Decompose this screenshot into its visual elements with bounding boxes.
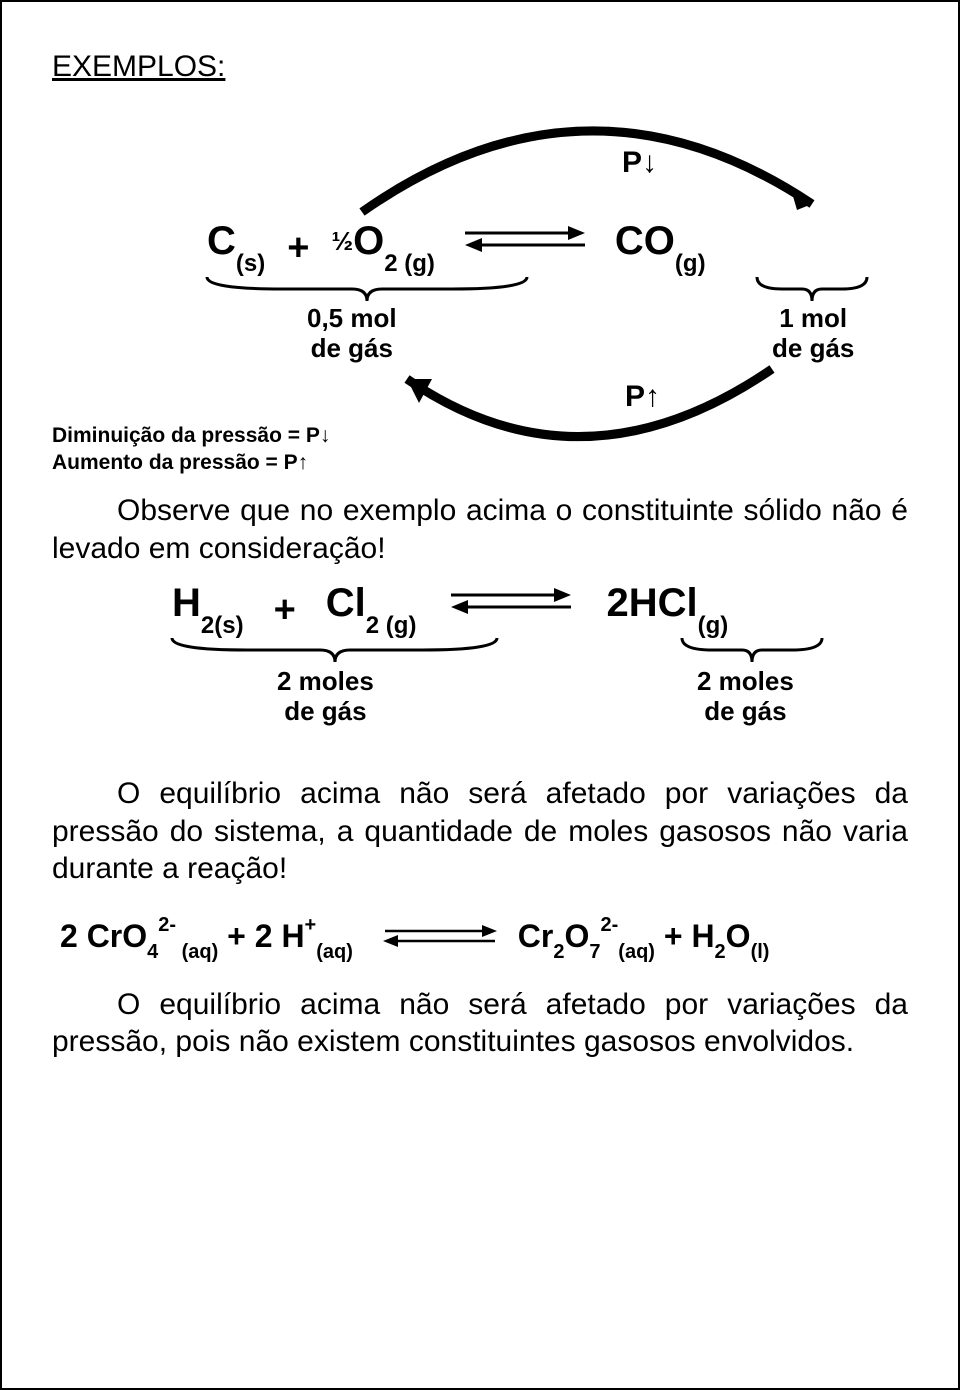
term-C: C(s) — [207, 219, 265, 270]
caption-left-moles: 0,5 molde gás — [307, 304, 397, 364]
equation-1: C(s) + ½O2 (g) CO(g) — [207, 219, 706, 270]
caption-right-moles: 1 molde gás — [772, 304, 854, 364]
label-p-up: P↑ — [625, 380, 660, 414]
diagram-hcl-equilibrium: H2(s) + Cl2 (g) 2HCl(g) 2 molesde gás — [52, 577, 908, 757]
brace-left2-icon — [167, 635, 502, 665]
plus-icon: + — [265, 227, 331, 270]
term-CO: CO(g) — [615, 219, 706, 270]
paragraph-2: O equilíbrio acima não será afetado por … — [52, 775, 908, 888]
term-Cl2: Cl2 (g) — [326, 581, 417, 632]
term-H2: H2(s) — [172, 581, 244, 632]
caption-left2-moles: 2 molesde gás — [277, 667, 374, 727]
plus-icon: + — [244, 589, 326, 632]
page: EXEMPLOS: P↓ C(s) + ½O2 (g) CO(g) — [0, 0, 960, 1390]
term-2HCl: 2HCl(g) — [606, 581, 728, 632]
equation-3: 2 CrO42- (aq) + 2 H+(aq) Cr2O72-(aq) + H… — [52, 918, 908, 960]
top-curve-arrow — [342, 104, 832, 224]
paragraph-1: Observe que no exemplo acima o constitui… — [52, 492, 908, 567]
equation-2: H2(s) + Cl2 (g) 2HCl(g) — [172, 581, 728, 632]
paragraph-3: O equilíbrio acima não será afetado por … — [52, 986, 908, 1061]
caption-right2-moles: 2 molesde gás — [697, 667, 794, 727]
brace-right2-icon — [677, 635, 827, 665]
equilibrium-arrow-icon — [380, 920, 500, 957]
brace-left-icon — [202, 274, 532, 304]
diagram-pressure-equilibrium: P↓ C(s) + ½O2 (g) CO(g) 0,5 molde gás — [52, 104, 908, 474]
equilibrium-arrow-icon — [460, 223, 590, 260]
brace-right-icon — [752, 274, 872, 304]
label-p-down: P↓ — [622, 146, 657, 180]
term-half-O2: ½O2 (g) — [331, 219, 434, 270]
bottom-curve-arrow — [392, 359, 792, 469]
heading-exemplos: EXEMPLOS: — [52, 50, 908, 84]
equilibrium-arrow-icon — [446, 585, 576, 622]
pressure-legend: Diminuição da pressão = P↓ Aumento da pr… — [52, 422, 330, 477]
